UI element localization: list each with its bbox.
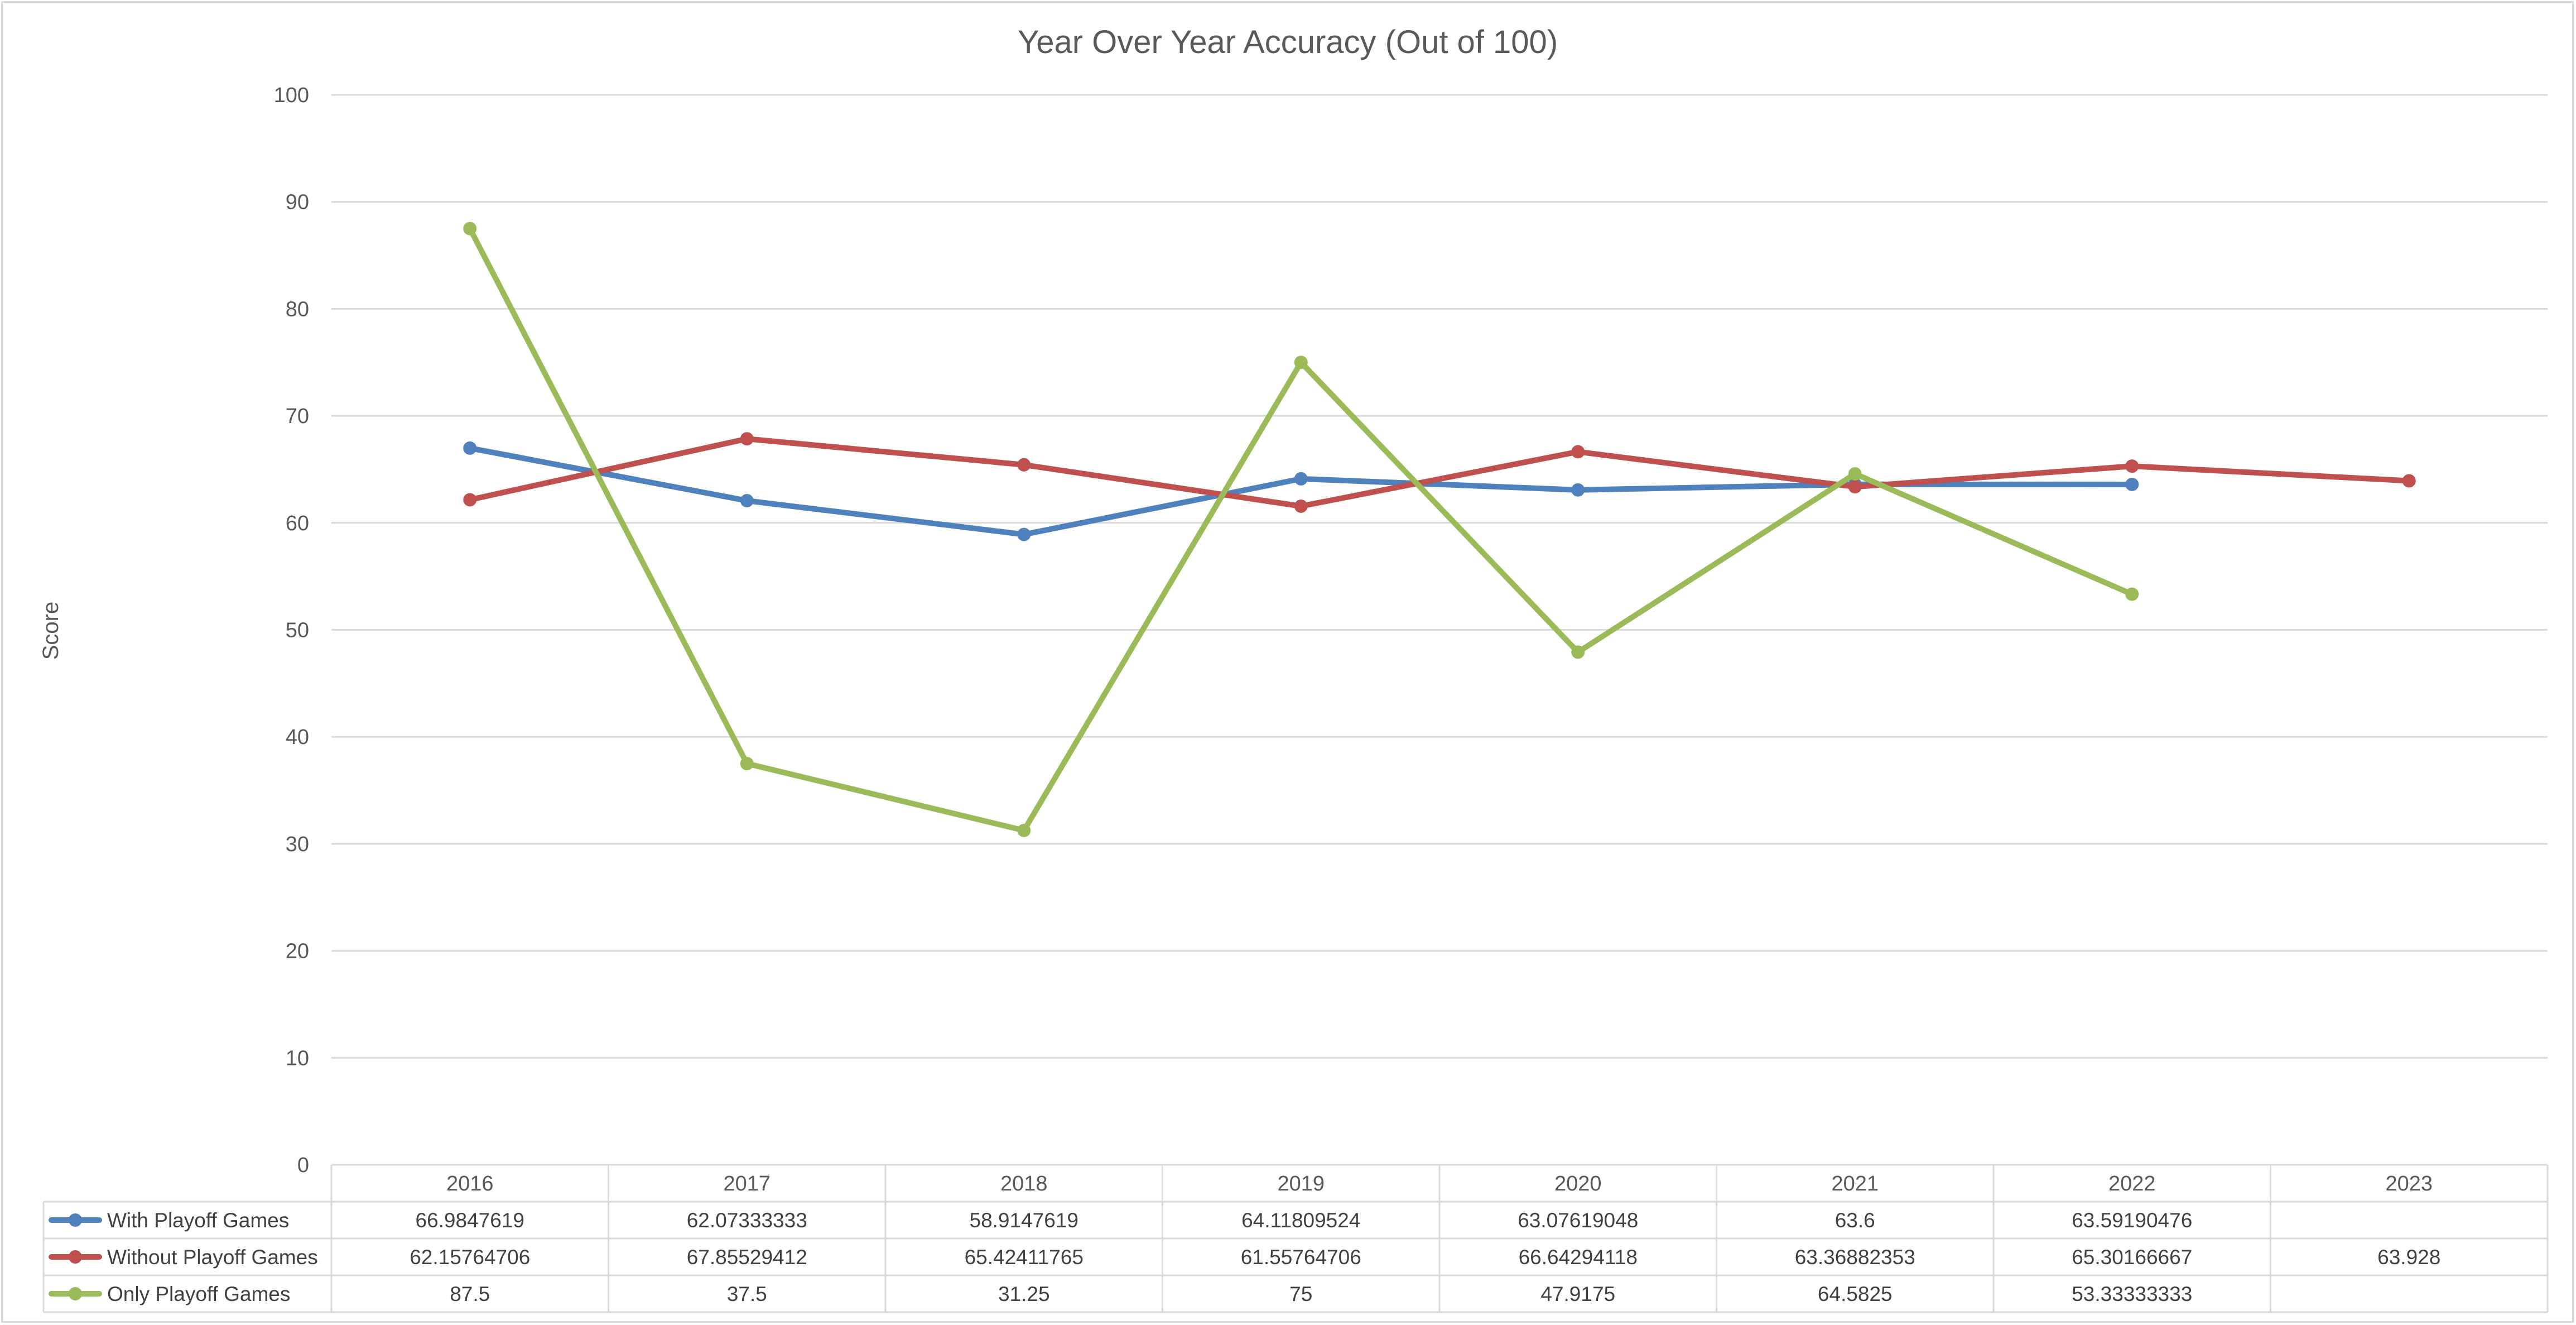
data-point: [463, 222, 477, 236]
series-lines: [463, 222, 2416, 837]
y-tick-label: 30: [286, 833, 309, 856]
data-label: 65.30166667: [2072, 1246, 2192, 1269]
x-tick-label: 2017: [723, 1172, 771, 1196]
data-point: [740, 757, 754, 771]
data-label: 58.9147619: [970, 1209, 1078, 1232]
data-point: [1848, 480, 1862, 494]
x-tick-label: 2020: [1554, 1172, 1602, 1196]
data-label: 63.6: [1835, 1209, 1875, 1232]
y-tick-label: 60: [286, 512, 309, 535]
data-point: [1294, 472, 1308, 486]
data-point: [2125, 587, 2139, 601]
data-label: 87.5: [450, 1283, 490, 1305]
data-label: 66.64294118: [1519, 1246, 1638, 1269]
x-tick-label: 2021: [1831, 1172, 1879, 1196]
series-1: [463, 432, 2416, 513]
data-label: 63.59190476: [2072, 1209, 2192, 1232]
data-label: 64.11809524: [1241, 1209, 1360, 1232]
x-tick-label: 2018: [1000, 1172, 1048, 1196]
data-point: [1571, 483, 1585, 497]
data-point: [740, 432, 754, 446]
data-table: 2016 2017 2018 2019 2020 2021 2022 2023 With Pla…: [42, 1164, 2549, 1313]
y-tick-label: 10: [286, 1046, 309, 1070]
legend-label: Without Playoff Games: [107, 1246, 318, 1269]
x-tick-label: 2016: [446, 1172, 494, 1196]
data-label: 64.5825: [1818, 1283, 1893, 1305]
data-label: 53.33333333: [2072, 1283, 2192, 1305]
data-label: 67.85529412: [687, 1246, 807, 1269]
series-0: [463, 441, 2139, 541]
data-point: [2125, 459, 2139, 473]
data-label: 47.9175: [1540, 1283, 1615, 1305]
data-point: [2402, 474, 2416, 488]
x-tick-label: 2022: [2108, 1172, 2156, 1196]
legend-marker-key: [69, 1250, 82, 1264]
legend-label: Only Playoff Games: [107, 1283, 290, 1305]
y-tick-label: 0: [297, 1154, 309, 1177]
series-line: [467, 225, 2135, 833]
data-label: 63.07619048: [1518, 1209, 1638, 1232]
legend-marker-key: [69, 1287, 82, 1300]
data-label: 66.9847619: [416, 1209, 524, 1232]
data-point: [1294, 499, 1308, 513]
data-label: 31.25: [998, 1283, 1050, 1305]
series-line: [467, 445, 2135, 537]
y-tick-label: 100: [274, 84, 309, 107]
data-point: [463, 441, 477, 455]
data-label: 62.15764706: [410, 1246, 530, 1269]
y-tick-label: 40: [286, 726, 309, 749]
data-point: [1017, 458, 1031, 472]
x-tick-label: 2019: [1277, 1172, 1325, 1196]
legend-marker-key: [69, 1213, 82, 1227]
y-tick-label: 80: [286, 297, 309, 321]
data-label: 61.55764706: [1241, 1246, 1361, 1269]
series-2: [463, 222, 2139, 837]
y-tick-label: 50: [286, 619, 309, 642]
data-label: 37.5: [727, 1283, 767, 1305]
data-point: [1571, 645, 1585, 659]
legend-label: With Playoff Games: [107, 1209, 289, 1232]
data-label: 65.42411765: [965, 1246, 1084, 1269]
data-point: [1294, 356, 1308, 369]
data-label: 75: [1289, 1283, 1312, 1305]
y-axis-label: Score: [38, 602, 63, 660]
y-tick-label: 90: [286, 191, 309, 214]
data-point: [1571, 445, 1585, 459]
y-tick-label: 70: [286, 405, 309, 428]
data-label: 63.928: [2377, 1246, 2440, 1269]
data-label: 62.07333333: [687, 1209, 807, 1232]
data-label: 63.36882353: [1795, 1246, 1915, 1269]
data-point: [2125, 477, 2139, 491]
data-point: [1017, 527, 1031, 541]
data-point: [463, 493, 477, 507]
y-axis-ticks: 0 10 20 30 40 50 60 70 80 90 100: [274, 84, 309, 1177]
data-point: [740, 494, 754, 508]
series-line: [467, 436, 2412, 509]
data-point: [1017, 823, 1031, 837]
y-tick-label: 20: [286, 940, 309, 963]
chart-title: Year Over Year Accuracy (Out of 100): [1018, 24, 1558, 60]
x-tick-label: 2023: [2385, 1172, 2433, 1196]
data-point: [1848, 467, 1862, 481]
gridlines: [331, 94, 2548, 1059]
